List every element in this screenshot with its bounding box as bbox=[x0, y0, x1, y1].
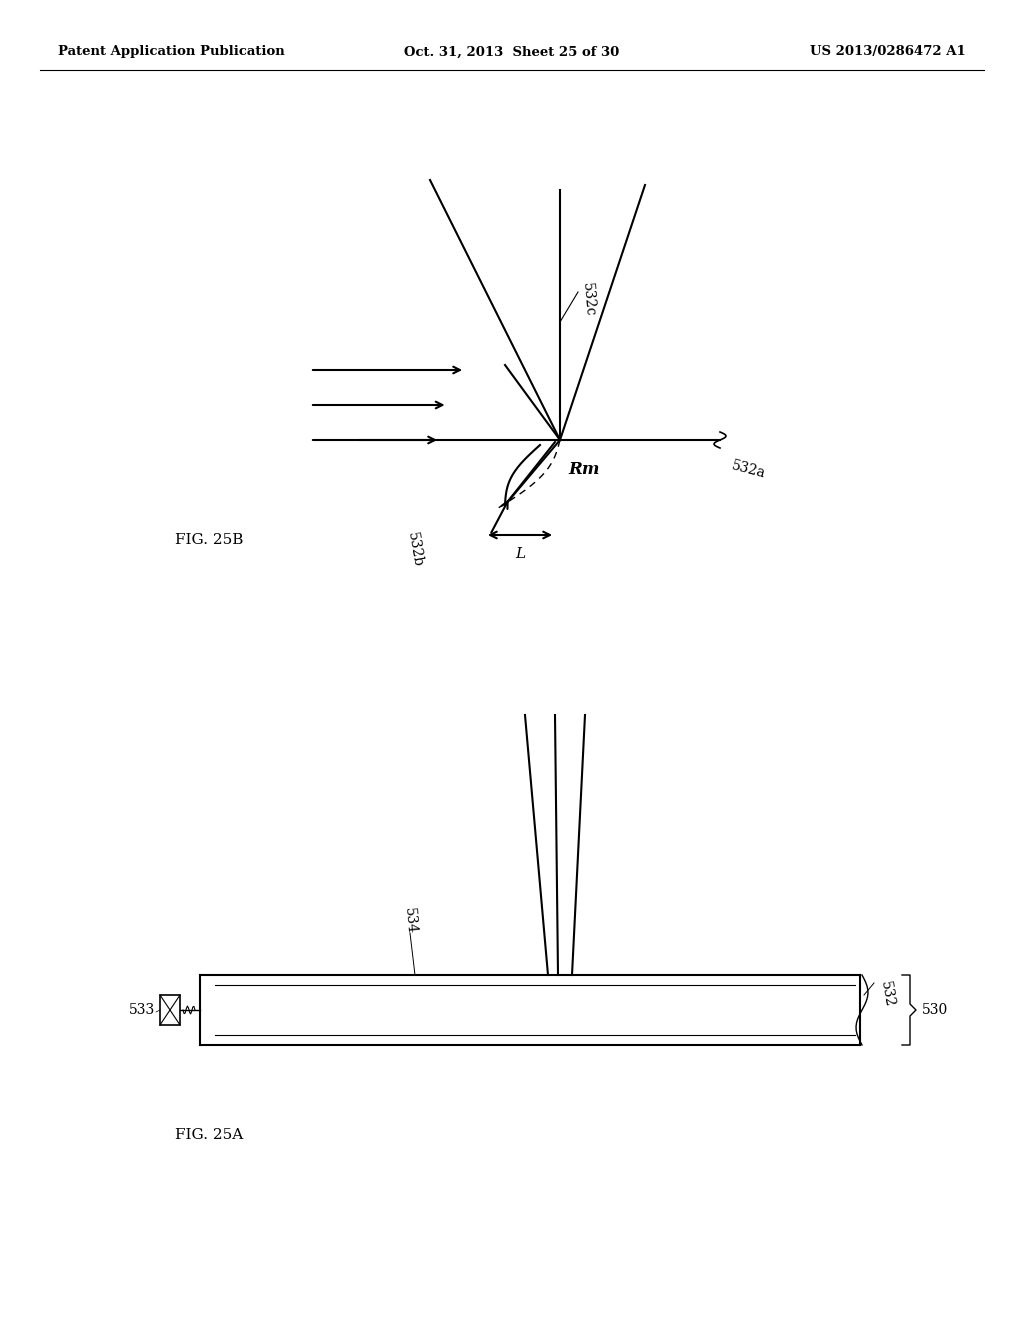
Text: Oct. 31, 2013  Sheet 25 of 30: Oct. 31, 2013 Sheet 25 of 30 bbox=[404, 45, 620, 58]
Text: Rm: Rm bbox=[568, 462, 599, 479]
Text: 534: 534 bbox=[401, 908, 418, 935]
Text: FIG. 25A: FIG. 25A bbox=[175, 1129, 244, 1142]
Text: FIG. 25B: FIG. 25B bbox=[175, 533, 244, 546]
Bar bbox=[160, 995, 180, 1026]
Text: Patent Application Publication: Patent Application Publication bbox=[58, 45, 285, 58]
Text: 530: 530 bbox=[922, 1003, 948, 1016]
Text: 532b: 532b bbox=[406, 532, 425, 569]
Text: L: L bbox=[515, 546, 525, 561]
Text: 532c: 532c bbox=[580, 282, 597, 318]
Text: 532a: 532a bbox=[730, 458, 767, 480]
Text: 533: 533 bbox=[129, 1003, 155, 1016]
Text: 532: 532 bbox=[878, 979, 896, 1008]
Text: US 2013/0286472 A1: US 2013/0286472 A1 bbox=[810, 45, 966, 58]
